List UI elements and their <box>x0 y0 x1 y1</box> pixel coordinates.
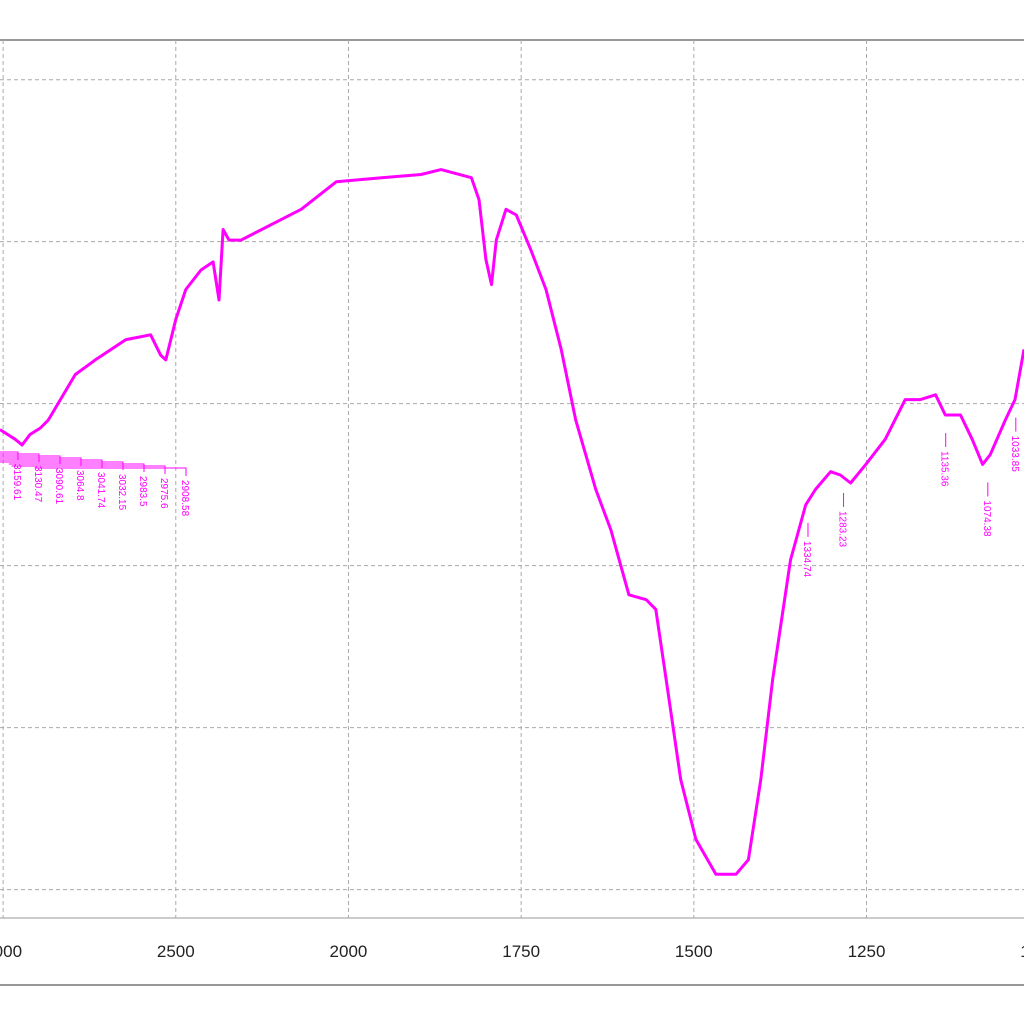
annotation-leader <box>34 467 187 476</box>
annotation-label: 3041.74 <box>95 472 106 509</box>
annotation-leader <box>11 465 166 474</box>
annotation-label: 3064.8 <box>74 470 85 501</box>
annotation-label: 1135.36 <box>939 451 950 487</box>
plot-area <box>0 168 1024 876</box>
annotation-label: 1074.38 <box>981 500 992 537</box>
annotation-leader <box>0 453 40 462</box>
annotation-label: 3090.61 <box>53 468 64 505</box>
annotation-leader <box>0 459 103 468</box>
annotation-leader <box>8 463 145 472</box>
annotation-leader <box>0 455 61 464</box>
x-tick-label: 1750 <box>502 942 540 961</box>
annotation-label: 2983.5 <box>137 476 148 507</box>
annotation-leader <box>0 461 124 470</box>
x-tick-label: 2000 <box>330 942 368 961</box>
x-tick-label: 1250 <box>848 942 886 961</box>
x-tick-label: 2500 <box>157 942 195 961</box>
labels: 3000 2500 2000 1750 1500 1250 1000 3159.61 3130.… <box>0 417 1024 961</box>
annotation-label: 1334.74 <box>801 541 812 578</box>
annotation-label: 2908.58 <box>179 480 190 517</box>
spectrum-line <box>0 168 1024 876</box>
annotation-label: 3159.61 <box>11 464 22 501</box>
annotation-label: 1033.85 <box>1009 436 1020 473</box>
x-tick-label: 3000 <box>0 942 22 961</box>
annotation-label: 1283.23 <box>837 511 848 548</box>
annotation-leader <box>0 457 82 466</box>
annotation-label: 2975.6 <box>158 478 169 509</box>
grid <box>0 40 1024 918</box>
annotation-label: 3032.15 <box>116 474 127 511</box>
annotation-leader <box>0 451 19 460</box>
x-tick-label: 1500 <box>675 942 713 961</box>
annotation-label: 3130.47 <box>32 466 43 503</box>
x-tick-label: 1000 <box>1020 942 1024 961</box>
